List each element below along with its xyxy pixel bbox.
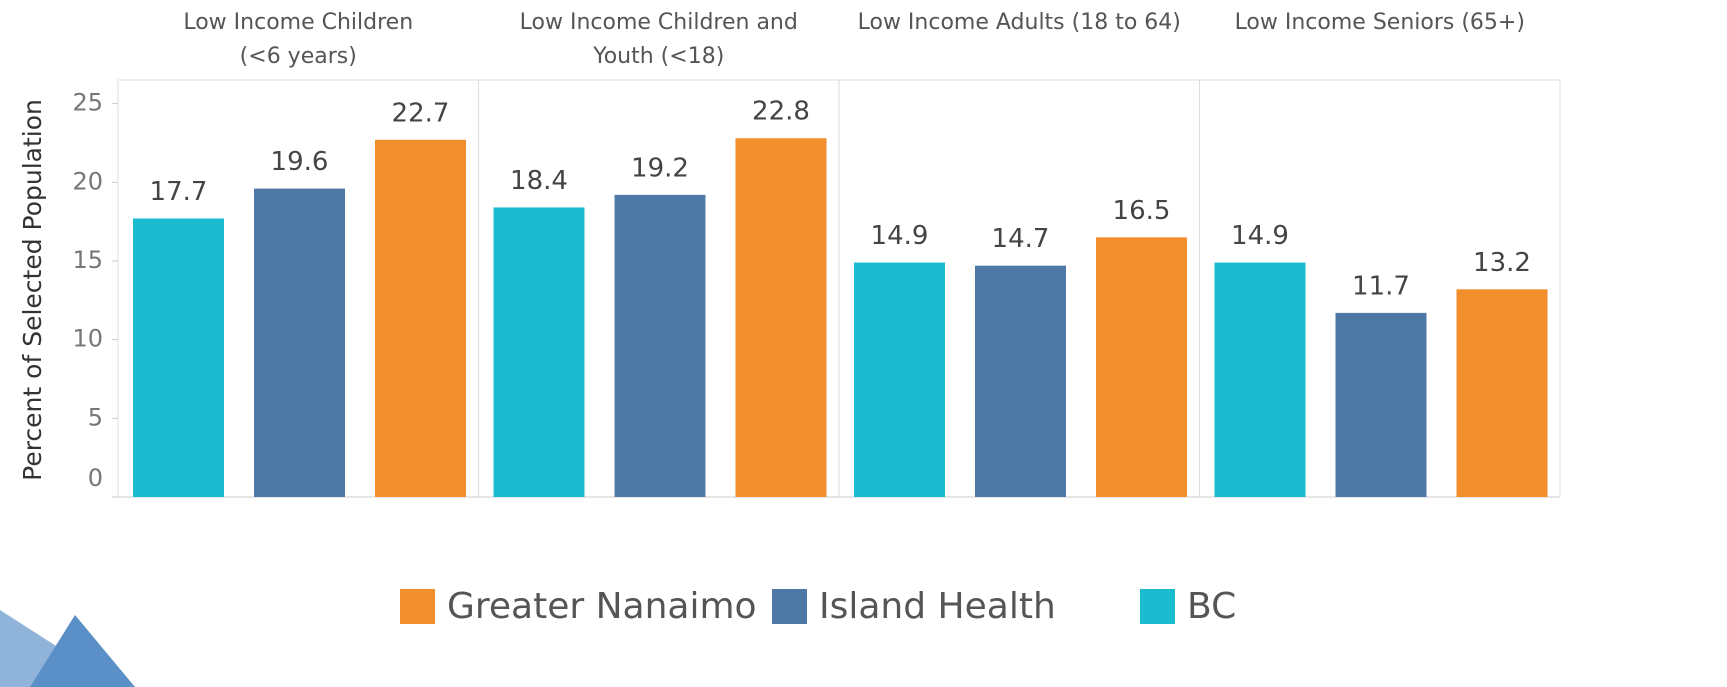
- value-label: 19.2: [631, 153, 689, 183]
- value-label: 16.5: [1113, 196, 1171, 226]
- bar: [133, 218, 224, 498]
- legend-swatch: [400, 589, 435, 624]
- value-label: 14.9: [1231, 221, 1289, 251]
- value-label: 14.7: [992, 224, 1050, 254]
- y-axis-label: Percent of Selected Population: [18, 99, 47, 481]
- y-tick-label: 25: [72, 89, 103, 117]
- value-label: 11.7: [1352, 271, 1410, 301]
- value-label: 22.7: [392, 98, 450, 128]
- legend-swatch: [772, 589, 807, 624]
- panel-header: Low Income Children (<6 years): [183, 10, 414, 69]
- y-tick-label: 20: [72, 167, 103, 195]
- panel-header: Low Income Children and Youth (<18): [519, 10, 798, 69]
- bar: [493, 207, 585, 497]
- y-tick-label: 10: [72, 325, 103, 353]
- bar: [975, 265, 1066, 497]
- bar: [735, 138, 827, 497]
- legend-swatch: [1140, 589, 1175, 624]
- value-label: 17.7: [150, 177, 208, 207]
- bar: [1456, 289, 1548, 497]
- panel-header: Low Income Adults (18 to 64): [857, 10, 1181, 35]
- bar: [254, 188, 345, 497]
- bar: [375, 139, 466, 498]
- value-label: 14.9: [871, 221, 929, 251]
- value-label: 19.6: [271, 147, 329, 177]
- decoration: [30, 615, 135, 687]
- bar: [1335, 312, 1427, 497]
- panel-header: Low Income Seniors (65+): [1234, 10, 1525, 35]
- bar: [1096, 237, 1187, 497]
- y-tick-label: 0: [88, 464, 103, 492]
- value-label: 13.2: [1473, 248, 1531, 278]
- value-label: 22.8: [752, 97, 810, 127]
- bar: [854, 262, 945, 497]
- legend-label: Island Health: [819, 586, 1056, 627]
- bar: [1214, 262, 1306, 497]
- value-label: 18.4: [510, 166, 568, 196]
- bar: [614, 194, 706, 497]
- y-tick-label: 15: [72, 246, 103, 274]
- legend-label: Greater Nanaimo: [447, 586, 757, 627]
- y-tick-label: 5: [88, 403, 103, 431]
- legend-label: BC: [1187, 586, 1236, 627]
